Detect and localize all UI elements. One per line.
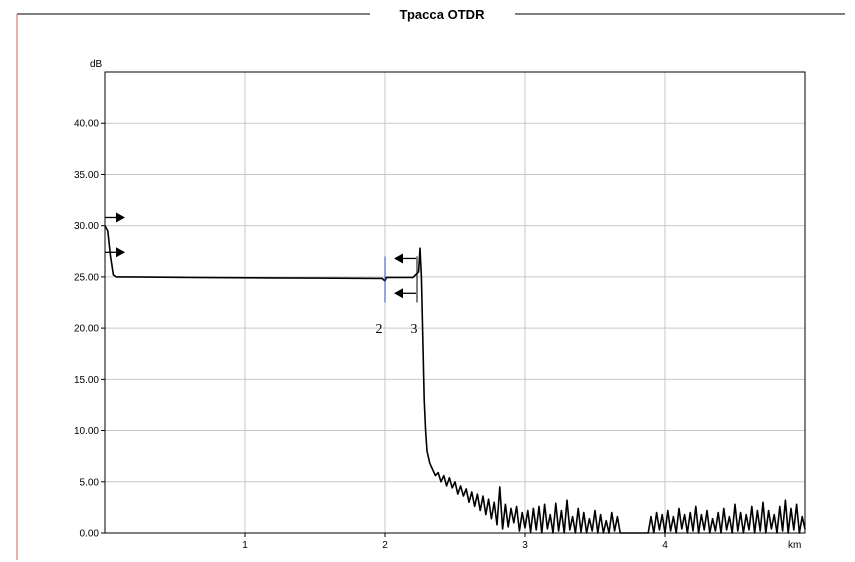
start-marker-lower-arrow [116, 247, 125, 258]
y-tick-label: 40.00 [74, 119, 99, 130]
trace-line [104, 225, 806, 534]
y-axis-unit: dB [90, 59, 103, 70]
y-tick-label: 10.00 [74, 426, 99, 437]
y-tick-label: 30.00 [74, 221, 99, 232]
y-tick-label: 25.00 [74, 272, 99, 283]
x-tick-label: 1 [242, 540, 248, 551]
x-tick-label: 3 [522, 540, 528, 551]
plot-area-border [104, 71, 806, 534]
grid [105, 72, 805, 533]
x-tick-label: 2 [382, 540, 388, 551]
x-axis-unit: km [788, 540, 801, 551]
y-tick-label: 0.00 [80, 529, 100, 540]
start-marker-upper-arrow [116, 212, 125, 223]
event-marker-label: 3 [411, 322, 418, 337]
y-tick-label: 35.00 [74, 170, 99, 181]
end-marker-upper-arrow [394, 253, 403, 264]
trace-series [104, 225, 806, 534]
x-tick-label: 4 [662, 540, 668, 551]
y-tick-label: 5.00 [80, 477, 100, 488]
y-tick-label: 15.00 [74, 375, 99, 386]
chart-title: Трасса OTDR [400, 7, 486, 22]
y-tick-label: 20.00 [74, 324, 99, 335]
x-axis-ticks: 1 2 3 4 [242, 533, 668, 551]
event-marker-label: 2 [376, 322, 383, 337]
y-axis-ticks: 0.00 5.00 10.00 15.00 20.00 25.00 30.00 35.00 40… [74, 119, 105, 540]
end-marker-lower-arrow [394, 288, 403, 299]
